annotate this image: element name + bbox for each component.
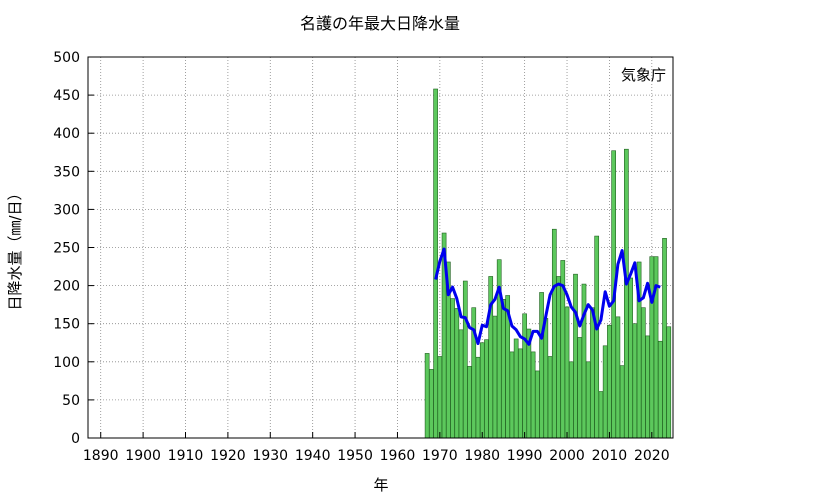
x-tick-label: 2000 (549, 448, 585, 464)
x-tick-label: 1970 (422, 448, 458, 464)
bar (471, 307, 477, 439)
bar (450, 298, 455, 439)
bar (475, 356, 481, 439)
bar (598, 391, 604, 439)
bar (573, 273, 578, 439)
moving-average-line (434, 247, 661, 346)
bar (518, 348, 523, 439)
x-tick-label: 2020 (634, 448, 670, 464)
x-tick-label: 1950 (337, 448, 373, 464)
y-tick-label: 50 (62, 393, 80, 409)
y-tick-label: 150 (53, 317, 80, 333)
bar (645, 335, 650, 439)
bar (594, 235, 600, 439)
x-axis-title: 年 (373, 476, 388, 494)
x-tick-label: 1920 (210, 448, 246, 464)
x-tick-label: 1900 (125, 448, 161, 464)
bar (535, 370, 540, 439)
bar (628, 277, 633, 439)
bar (666, 326, 672, 439)
bar (462, 280, 468, 439)
bar (429, 369, 434, 439)
grid (88, 56, 673, 439)
bar (602, 345, 608, 439)
bar (509, 351, 515, 439)
y-tick-label: 0 (71, 431, 80, 447)
bar (662, 238, 667, 439)
y-tick-label: 350 (53, 164, 80, 180)
bar (501, 299, 506, 439)
bar (607, 324, 612, 439)
y-tick-label: 300 (53, 202, 80, 218)
bar (433, 88, 438, 439)
y-tick-label: 500 (53, 50, 80, 66)
bar (568, 361, 574, 439)
bar (653, 256, 659, 439)
bar (424, 353, 430, 439)
chart-title: 名護の年最大日降水量 (300, 14, 460, 33)
y-tick-label: 250 (53, 241, 80, 257)
bar (624, 148, 629, 439)
bar (657, 340, 663, 439)
bar (513, 338, 519, 439)
y-tick-label: 100 (53, 355, 80, 371)
x-axis: 1890 1900 1910 1920 1930 1940 1950 1960 1970 1980… (83, 432, 670, 464)
bar (551, 228, 557, 439)
bar (577, 337, 583, 439)
bar (467, 366, 472, 439)
x-tick-label: 2010 (592, 448, 628, 464)
bar (632, 323, 638, 439)
y-axis: 0 50 100 150 200 250 300 350 400 450 500 (53, 50, 94, 447)
source-label: 気象庁 (621, 66, 666, 84)
bar (585, 361, 591, 439)
bar (564, 306, 570, 439)
y-axis-title: 日降水量（㎜/日） (6, 185, 24, 310)
x-tick-label: 1980 (464, 448, 500, 464)
bar (539, 292, 544, 439)
y-tick-label: 400 (53, 126, 80, 142)
x-tick-label: 1910 (168, 448, 204, 464)
bar (479, 342, 485, 439)
bar (615, 316, 621, 439)
bar (649, 256, 655, 439)
bar (547, 356, 553, 439)
x-tick-label: 1930 (252, 448, 288, 464)
bar (619, 365, 625, 439)
y-tick-label: 200 (53, 279, 80, 295)
x-tick-label: 1890 (83, 448, 119, 464)
bar (543, 318, 549, 439)
line-series (434, 247, 661, 346)
x-tick-label: 1990 (507, 448, 543, 464)
bar (556, 276, 561, 439)
x-tick-label: 1940 (295, 448, 331, 464)
x-tick-label: 1960 (380, 448, 416, 464)
bar (492, 315, 498, 439)
bar (590, 307, 595, 439)
bar (530, 351, 536, 439)
bar (581, 283, 587, 439)
bar (484, 339, 489, 439)
bar (458, 329, 464, 439)
bar (437, 356, 443, 439)
bar (640, 307, 646, 439)
bar (522, 313, 527, 439)
y-tick-label: 450 (53, 88, 80, 104)
bar (454, 308, 460, 439)
